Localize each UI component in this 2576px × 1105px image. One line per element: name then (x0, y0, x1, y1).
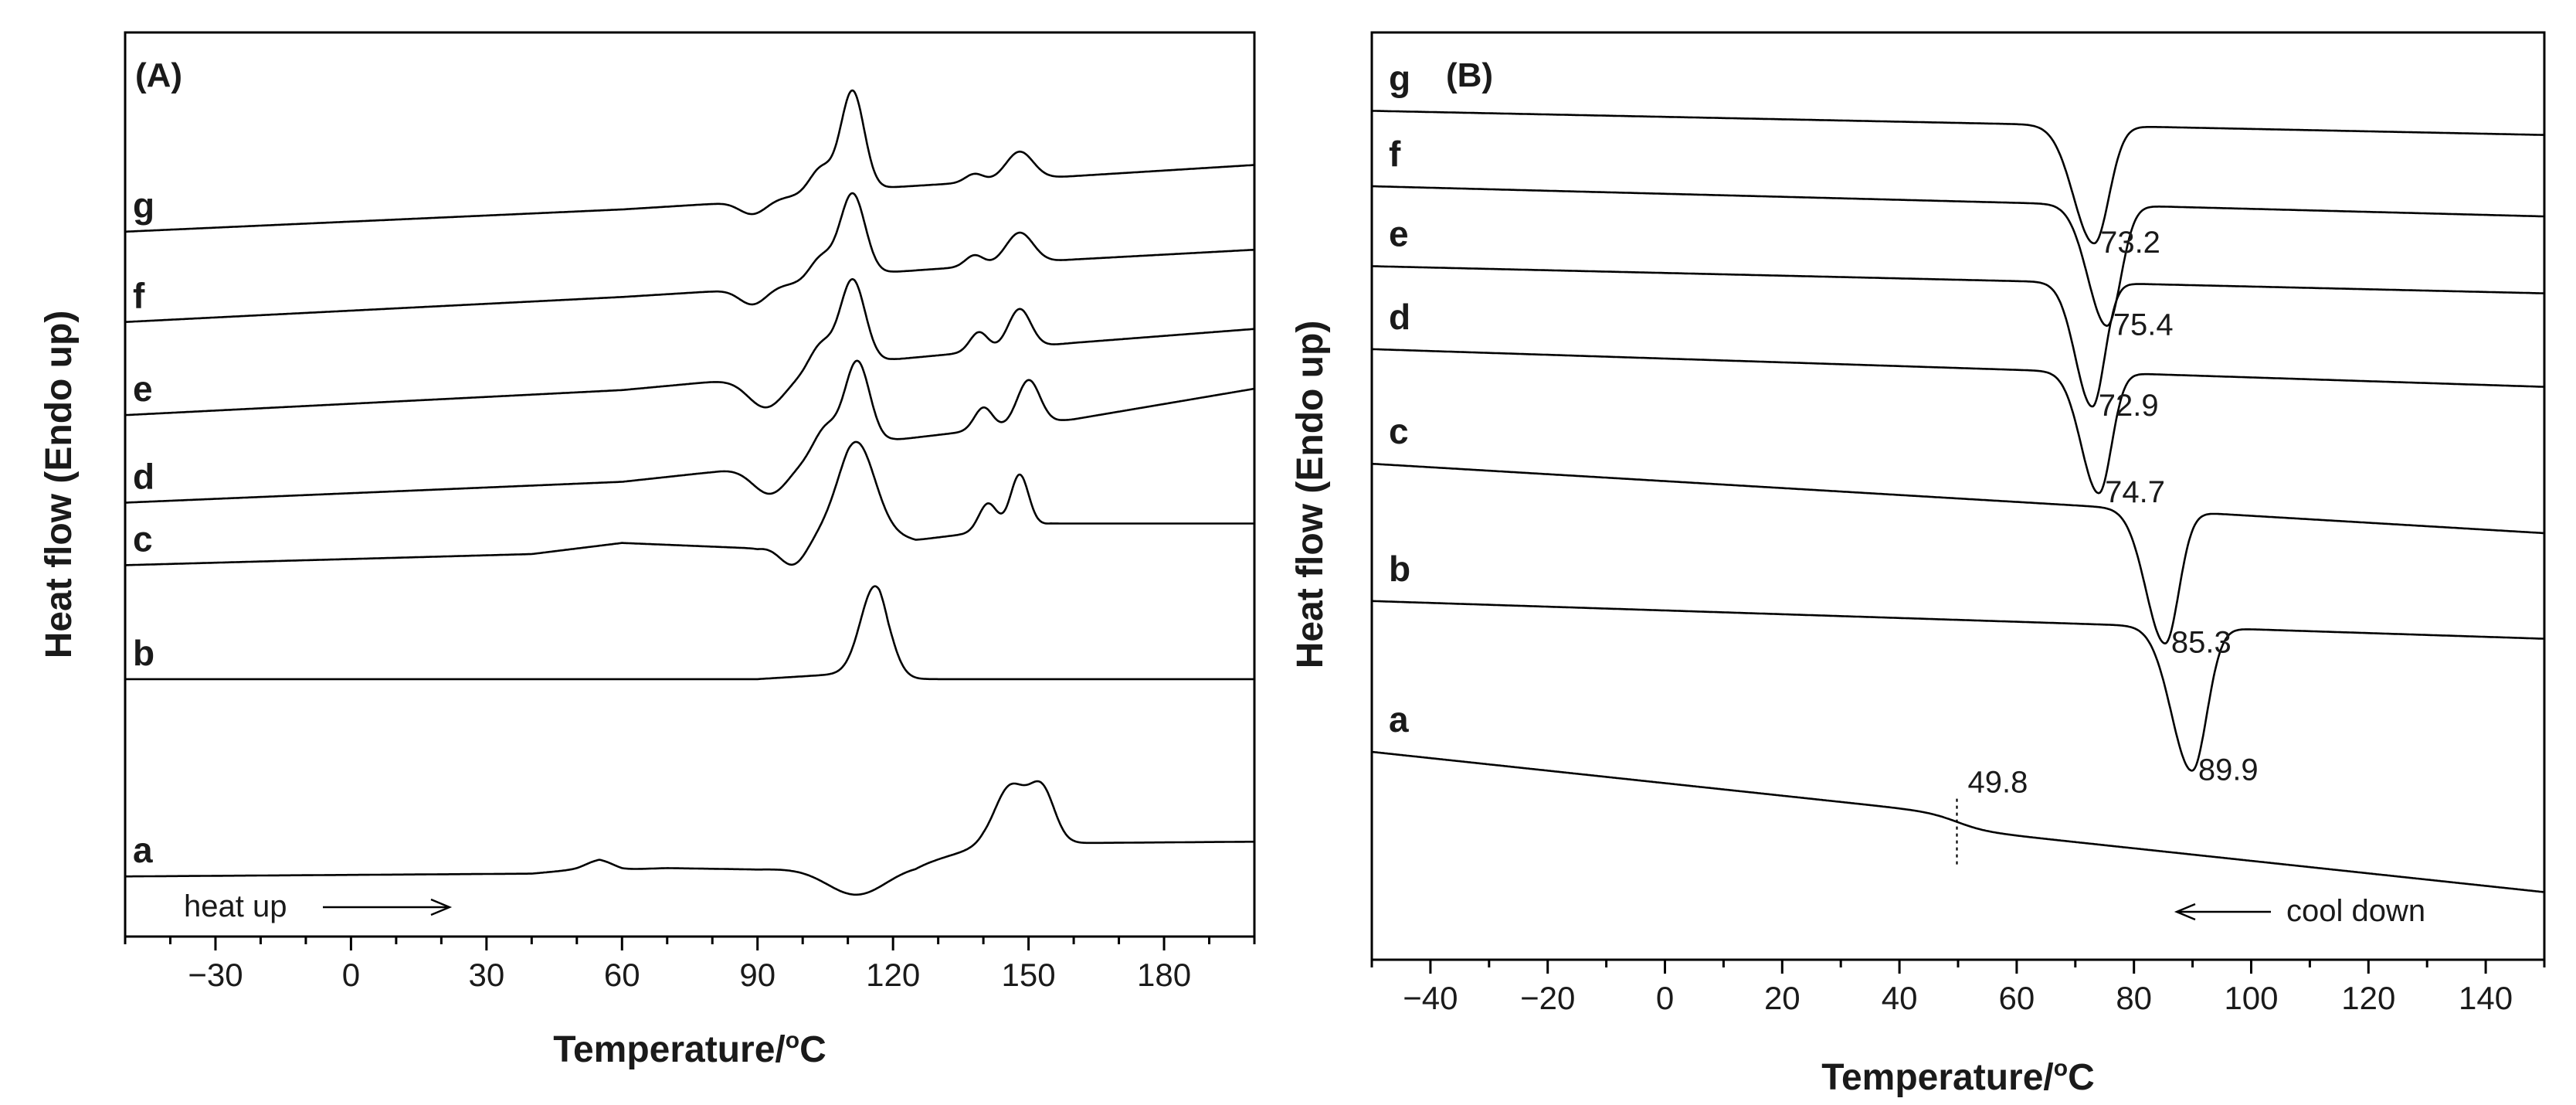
panel-b-label: (B) (1446, 56, 1493, 94)
heat-up-arrow (323, 898, 453, 916)
peak-annotation: 73.2 (2100, 226, 2160, 260)
peak-annotation: 75.4 (2113, 308, 2174, 342)
curve-label-c: c (1389, 411, 1409, 451)
curve-b (1372, 600, 2544, 772)
curve-label-c: c (133, 518, 153, 559)
curve-g (1371, 110, 2544, 245)
panel-b-cool-down-annotation: cool down (2286, 894, 2425, 928)
panel-a-heat-up-annotation: heat up (184, 889, 287, 923)
x-tick-label: 0 (1656, 980, 1674, 1016)
peak-annotation: 72.9 (2099, 389, 2159, 423)
x-tick-label: −20 (1520, 980, 1575, 1016)
curve-c (125, 440, 1254, 566)
curve-f (124, 192, 1255, 323)
curve-label-e: e (133, 369, 153, 409)
x-tick-label: 120 (2341, 980, 2395, 1016)
degree-sign: o (786, 1028, 799, 1053)
panel-b-curves (1371, 110, 2544, 893)
curve-d (124, 359, 1255, 504)
curve-d (1371, 348, 2544, 495)
unit-c: C (799, 1029, 826, 1070)
curve-c (1371, 462, 2544, 644)
curve-g (125, 89, 1255, 233)
curve-a (125, 780, 1254, 896)
curve-e (124, 277, 1255, 416)
curve-label-e: e (1389, 213, 1409, 253)
curve-label-b: b (133, 633, 154, 673)
x-tick-label: 140 (2459, 980, 2513, 1016)
cool-down-arrow (2174, 903, 2271, 921)
peak-annotation: 74.7 (2105, 475, 2165, 509)
panel-b-peak-annotations: 49.8 89.9 85.3 74.7 72.9 75.4 73.2 (1956, 226, 2259, 865)
panel-a-curves (124, 89, 1255, 896)
panel-b-x-axis-title: Temperature/oC (1821, 1056, 2095, 1098)
x-tick-label: 60 (1999, 980, 2035, 1016)
degree-sign: o (2054, 1056, 2068, 1081)
curve-label-f: f (1389, 134, 1401, 174)
curve-f (1371, 185, 2544, 327)
peak-annotation: 49.8 (1967, 766, 2028, 800)
panel-a-curve-labels: a b cd e f g (133, 185, 154, 870)
curve-e (1372, 265, 2544, 408)
curve-label-a: a (133, 830, 153, 870)
x-tick-label: −30 (188, 957, 243, 993)
panel-b-y-axis-title: Heat flow (Endo up) (1290, 321, 1331, 669)
peak-annotation: 89.9 (2198, 753, 2259, 787)
panel-b: (B) −40 −20 0 20 40 60 80 100 120 140 a b c d efg 49.… (1290, 31, 2546, 1098)
curve-b (125, 585, 1254, 681)
panel-a-frame (124, 31, 1256, 938)
curve-label-a: a (1389, 699, 1409, 740)
x-tick-label: 80 (2116, 980, 2152, 1016)
panel-a: (A) −30 0 30 60 90 120 150 180 a b cd e f g Temperat… (39, 31, 1256, 1070)
curve-label-f: f (133, 276, 145, 316)
curve-label-d: d (1389, 297, 1410, 337)
curve-label-d: d (133, 456, 154, 496)
curve-label-g: g (1389, 58, 1410, 98)
x-tick-label: 150 (1002, 957, 1056, 993)
panel-b-frame (1370, 31, 2546, 961)
panel-a-y-axis-title: Heat flow (Endo up) (39, 311, 80, 659)
panel-a-x-axis-title: Temperature/oC (553, 1028, 826, 1070)
x-tick-label: 60 (604, 957, 640, 993)
panel-a-x-ticks: −30 0 30 60 90 120 150 180 (124, 937, 1256, 993)
unit-c: C (2068, 1057, 2095, 1098)
panel-a-label: (A) (135, 56, 182, 94)
x-tick-label: 0 (342, 957, 360, 993)
x-tick-label: 90 (739, 957, 776, 993)
x-tick-label: 20 (1764, 980, 1800, 1016)
curve-label-g: g (133, 185, 154, 226)
panel-b-x-ticks: −40 −20 0 20 40 60 80 100 120 140 (1370, 960, 2546, 1016)
curve-label-b: b (1389, 549, 1410, 589)
x-tick-label: 120 (866, 957, 920, 993)
x-tick-label: −40 (1403, 980, 1458, 1016)
x-tick-label: 180 (1137, 957, 1191, 993)
x-tick-label: 30 (468, 957, 504, 993)
x-tick-label: 100 (2224, 980, 2278, 1016)
x-tick-label: 40 (1882, 980, 1918, 1016)
peak-annotation: 85.3 (2171, 626, 2232, 660)
panel-b-curve-labels: a b c d efg (1389, 58, 1410, 740)
